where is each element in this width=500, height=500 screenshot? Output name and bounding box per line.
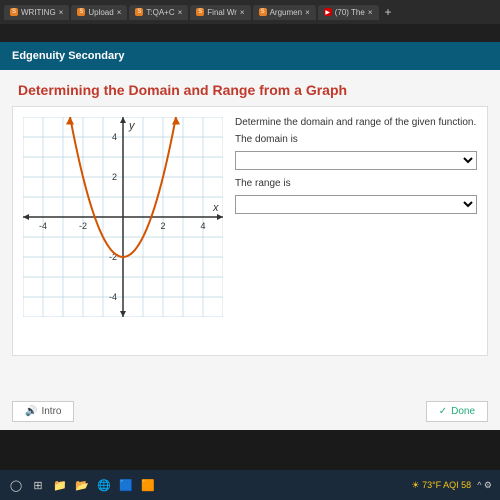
close-icon[interactable]: × <box>305 8 310 17</box>
folder-icon[interactable]: 📂 <box>74 477 90 493</box>
taskview-icon[interactable]: ⊞ <box>30 477 46 493</box>
app-header: Edgenuity Secondary <box>0 42 500 70</box>
svg-text:-4: -4 <box>109 292 117 302</box>
app-icon-1[interactable]: 🟦 <box>118 477 134 493</box>
tab-upload[interactable]: S Upload × <box>71 5 127 20</box>
close-icon[interactable]: × <box>368 8 373 17</box>
youtube-icon: ▶ <box>324 8 332 16</box>
graph: -4-22442-2-4xy <box>23 117 223 317</box>
taskbar: ◯ ⊞ 📁 📂 🌐 🟦 🟧 ☀ 73°F AQI 58 ^ ⚙ <box>0 470 500 500</box>
tab-icon: S <box>196 8 204 16</box>
close-icon[interactable]: × <box>178 8 183 17</box>
tab-icon: S <box>10 8 18 16</box>
tab-youtube[interactable]: ▶ (70) The × <box>318 5 379 20</box>
new-tab-button[interactable]: + <box>381 5 396 19</box>
svg-text:x: x <box>212 202 219 214</box>
svg-text:-2: -2 <box>79 221 87 231</box>
taskbar-right: ☀ 73°F AQI 58 ^ ⚙ <box>411 480 492 491</box>
tab-icon: S <box>135 8 143 16</box>
done-label: Done <box>451 406 475 417</box>
weather-widget[interactable]: ☀ 73°F AQI 58 <box>411 480 471 491</box>
close-icon[interactable]: × <box>117 8 122 17</box>
svg-text:2: 2 <box>112 172 117 182</box>
close-icon[interactable]: × <box>59 8 64 17</box>
tab-label: WRITING <box>21 8 56 17</box>
lesson-body: -4-22442-2-4xy Determine the domain and … <box>12 106 488 356</box>
explorer-icon[interactable]: 📁 <box>52 477 68 493</box>
tab-final[interactable]: S Final Wr × <box>190 5 250 20</box>
edge-icon[interactable]: 🌐 <box>96 477 112 493</box>
footer-buttons: 🔊 Intro ✓ Done <box>12 401 488 422</box>
intro-label: Intro <box>41 406 61 417</box>
domain-label: The domain is <box>235 134 477 145</box>
tab-label: (70) The <box>335 8 365 17</box>
system-tray[interactable]: ^ ⚙ <box>477 480 492 491</box>
range-label: The range is <box>235 178 477 189</box>
tab-argument[interactable]: S Argumen × <box>253 5 316 20</box>
svg-text:-4: -4 <box>39 221 47 231</box>
tab-label: Argumen <box>270 8 302 17</box>
address-bar[interactable] <box>0 24 500 42</box>
done-button[interactable]: ✓ Done <box>426 401 488 422</box>
domain-select[interactable] <box>235 151 477 170</box>
tab-icon: S <box>77 8 85 16</box>
question-text: Determine the domain and range of the gi… <box>235 117 477 128</box>
cortana-icon[interactable]: ◯ <box>8 477 24 493</box>
svg-text:2: 2 <box>160 221 165 231</box>
tab-label: Final Wr <box>207 8 237 17</box>
lesson-content: Determining the Domain and Range from a … <box>0 70 500 430</box>
svg-text:4: 4 <box>200 221 205 231</box>
taskbar-left: ◯ ⊞ 📁 📂 🌐 🟦 🟧 <box>8 477 156 493</box>
browser-tabs-bar: S WRITING × S Upload × S T:QA+C × S Fina… <box>0 0 500 24</box>
tab-tqa[interactable]: S T:QA+C × <box>129 5 188 20</box>
lesson-title: Determining the Domain and Range from a … <box>0 70 500 106</box>
speaker-icon: 🔊 <box>25 406 37 417</box>
tab-label: Upload <box>88 8 113 17</box>
question-pane: Determine the domain and range of the gi… <box>235 117 477 345</box>
svg-text:4: 4 <box>112 132 117 142</box>
app-icon-2[interactable]: 🟧 <box>140 477 156 493</box>
tab-writing[interactable]: S WRITING × <box>4 5 69 20</box>
close-icon[interactable]: × <box>240 8 245 17</box>
range-select[interactable] <box>235 195 477 214</box>
intro-button[interactable]: 🔊 Intro <box>12 401 74 422</box>
tab-icon: S <box>259 8 267 16</box>
tab-label: T:QA+C <box>146 8 174 17</box>
check-icon: ✓ <box>439 406 447 417</box>
